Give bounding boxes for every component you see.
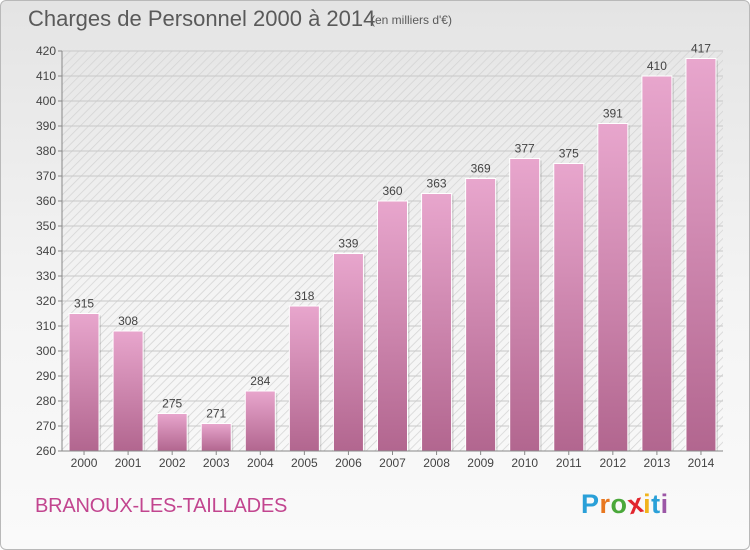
chart-subtitle: (en milliers d'€) xyxy=(371,13,452,27)
x-tick-label: 2000 xyxy=(71,456,98,470)
y-tick-label: 350 xyxy=(36,219,56,233)
place-name: BRANOUX-LES-TAILLADES xyxy=(35,495,288,517)
data-label: 360 xyxy=(382,184,402,198)
data-label: 417 xyxy=(691,42,711,56)
bar xyxy=(156,413,188,452)
data-label: 315 xyxy=(74,297,94,311)
bar xyxy=(509,158,541,452)
bar xyxy=(244,390,276,452)
data-label: 377 xyxy=(515,142,535,156)
proxiti-logo: Proxiti xyxy=(581,488,669,521)
x-tick-label: 2012 xyxy=(599,456,626,470)
y-tick-label: 260 xyxy=(36,444,56,458)
data-label: 284 xyxy=(250,374,270,388)
bar xyxy=(112,330,144,452)
y-tick-label: 320 xyxy=(36,294,56,308)
x-tick-label: 2011 xyxy=(556,456,582,470)
x-tick-label: 2010 xyxy=(511,456,538,470)
y-tick-label: 370 xyxy=(36,169,56,183)
bars xyxy=(68,58,718,452)
x-tick-label: 2014 xyxy=(688,456,715,470)
data-labels: 315 308 275 271 284 318 339 360 363 369 377 375 391 4… xyxy=(74,42,711,421)
y-tick-label: 380 xyxy=(36,144,56,158)
data-label: 375 xyxy=(559,147,579,161)
logo-letter: t xyxy=(651,489,661,519)
data-label: 271 xyxy=(206,407,226,421)
x-tick-label: 2005 xyxy=(291,456,318,470)
bar xyxy=(685,58,717,452)
x-tick-label: 2008 xyxy=(423,456,450,470)
x-tick-label: 2006 xyxy=(335,456,362,470)
data-label: 391 xyxy=(603,107,623,121)
x-tick-label: 2001 xyxy=(115,456,142,470)
x-tick-label: 2013 xyxy=(644,456,671,470)
bar xyxy=(597,123,629,452)
bar xyxy=(465,178,497,452)
logo-letter: i xyxy=(660,489,669,519)
bar xyxy=(288,305,320,452)
logo-letter: o xyxy=(610,489,628,519)
y-tick-label: 280 xyxy=(36,394,56,408)
data-label: 308 xyxy=(118,314,138,328)
data-label: 363 xyxy=(427,177,447,191)
data-label: 339 xyxy=(338,237,358,251)
x-tick-label: 2002 xyxy=(159,456,186,470)
data-label: 275 xyxy=(162,397,182,411)
y-tick-label: 420 xyxy=(36,44,56,58)
bar xyxy=(377,200,408,452)
y-tick-label: 270 xyxy=(36,419,56,433)
logo-letter: r xyxy=(599,489,611,519)
y-tick-label: 310 xyxy=(36,319,56,333)
bar xyxy=(332,253,364,452)
chart-title: Charges de Personnel 2000 à 2014 xyxy=(28,6,376,31)
axes: 260 270 280 290 300 310 320 330 340 350 360 370 380 3… xyxy=(36,44,723,470)
y-tick-label: 330 xyxy=(36,269,56,283)
x-tick-label: 2003 xyxy=(203,456,230,470)
bar xyxy=(641,75,673,452)
data-label: 318 xyxy=(294,289,314,303)
y-tick-label: 340 xyxy=(36,244,56,258)
y-tick-label: 300 xyxy=(36,344,56,358)
y-tick-label: 360 xyxy=(36,194,56,208)
bar xyxy=(553,163,585,452)
data-label: 369 xyxy=(471,162,491,176)
y-tick-label: 290 xyxy=(36,369,56,383)
y-tick-label: 390 xyxy=(36,119,56,133)
bar xyxy=(421,193,453,452)
x-tick-label: 2007 xyxy=(379,456,406,470)
y-tick-label: 410 xyxy=(36,69,56,83)
logo-letter: P xyxy=(581,489,600,519)
data-label: 410 xyxy=(647,59,667,73)
x-tick-label: 2004 xyxy=(247,456,274,470)
logo-letter: i xyxy=(643,489,652,519)
x-tick-label: 2009 xyxy=(467,456,494,470)
y-tick-label: 400 xyxy=(36,94,56,108)
bar xyxy=(68,313,100,452)
bar xyxy=(200,423,232,452)
